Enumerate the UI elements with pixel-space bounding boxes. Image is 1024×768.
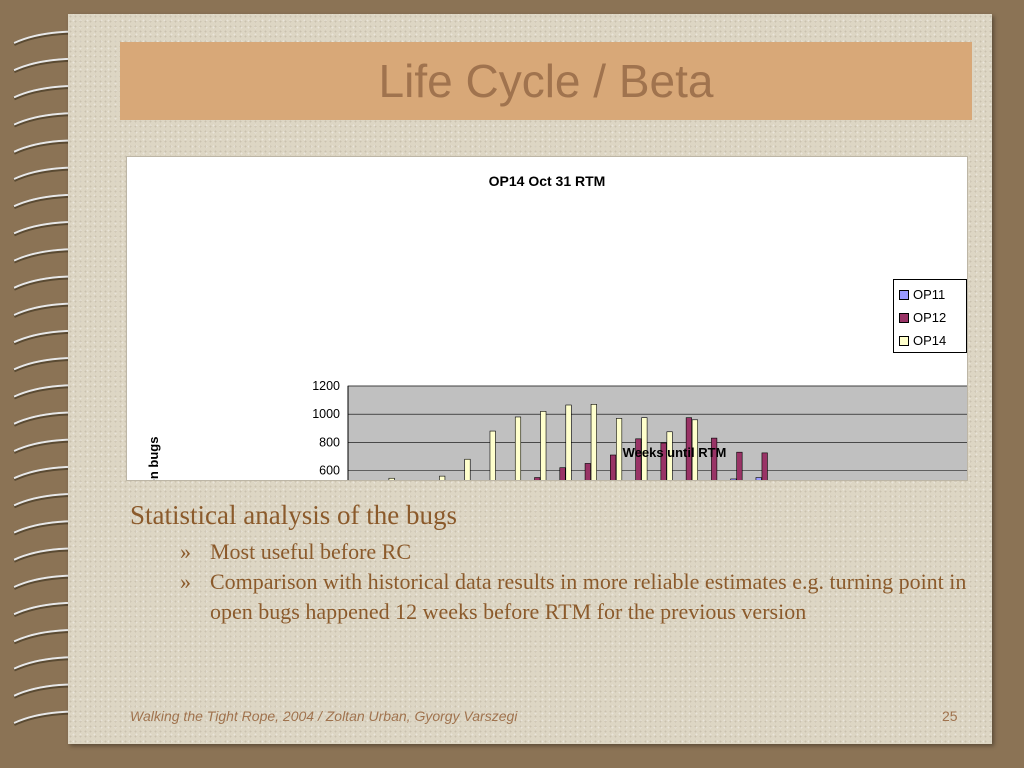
plot-area: [347, 385, 967, 480]
bar-op14: [666, 431, 673, 480]
y-axis-label: Open bugs: [146, 437, 161, 480]
bar-op12: [534, 477, 541, 480]
legend-item-op11: OP11: [899, 283, 966, 306]
legend-label-op12: OP12: [913, 310, 947, 325]
y-tick-label: 1000: [312, 407, 340, 421]
chart-title: OP14 Oct 31 RTM: [489, 173, 606, 189]
x-axis-label: Weeks until RTM: [623, 445, 727, 460]
bar-op14: [439, 475, 446, 480]
bar-op14: [489, 430, 496, 480]
y-tick-label: 800: [319, 435, 340, 449]
chart-area: OP14 Oct 31 RTM0200400600800100012002524…: [126, 156, 968, 481]
bar-op11: [730, 478, 737, 480]
bar-op12: [610, 454, 617, 480]
y-tick-label: 1200: [312, 379, 340, 393]
bar-op14: [464, 458, 471, 480]
bar-op14: [514, 416, 522, 480]
bar-op12: [711, 437, 718, 480]
page-number: 25: [942, 708, 958, 724]
bar-op12: [761, 452, 768, 480]
bullet-sub-1: » Most useful before RC: [180, 537, 970, 567]
bar-op11: [755, 477, 762, 480]
title-bar: Life Cycle / Beta: [120, 42, 972, 120]
bullet-sub-text: Comparison with historical data results …: [210, 569, 967, 624]
bullet-list: Statistical analysis of the bugs » Most …: [130, 500, 970, 627]
bar-op12: [635, 438, 642, 480]
bullet-sub-text: Most useful before RC: [210, 539, 412, 564]
legend-swatch-op14: [899, 335, 909, 346]
bar-op12: [660, 442, 667, 480]
bar-op14: [616, 418, 623, 480]
bar-op12: [685, 417, 692, 480]
chart-legend: OP11 OP12 OP14: [893, 279, 967, 353]
footer-credit: Walking the Tight Rope, 2004 / Zoltan Ur…: [130, 708, 518, 724]
legend-label-op14: OP14: [913, 333, 947, 348]
y-tick-label: 600: [319, 464, 340, 478]
bar-op14: [691, 419, 698, 480]
bar-op14: [641, 417, 648, 480]
slide-title: Life Cycle / Beta: [378, 55, 714, 107]
bar-chart: OP14 Oct 31 RTM0200400600800100012002524…: [146, 173, 967, 480]
bar-op12: [584, 463, 591, 480]
bullet-sub-2: » Comparison with historical data result…: [180, 567, 970, 627]
legend-swatch-op12: [899, 312, 909, 323]
bar-op12: [736, 451, 743, 480]
bullet-main: Statistical analysis of the bugs: [130, 500, 457, 530]
legend-item-op12: OP12: [899, 306, 966, 329]
legend-swatch-op11: [899, 289, 909, 300]
bar-op14: [388, 477, 395, 480]
bar-op14: [565, 404, 572, 480]
legend-label-op11: OP11: [913, 287, 946, 302]
bar-op14: [590, 404, 597, 480]
legend-item-op14: OP14: [899, 329, 966, 352]
bullet-marker: »: [180, 539, 191, 564]
bullet-marker: »: [180, 569, 191, 594]
bar-op14: [540, 411, 547, 480]
bar-op12: [559, 467, 566, 480]
